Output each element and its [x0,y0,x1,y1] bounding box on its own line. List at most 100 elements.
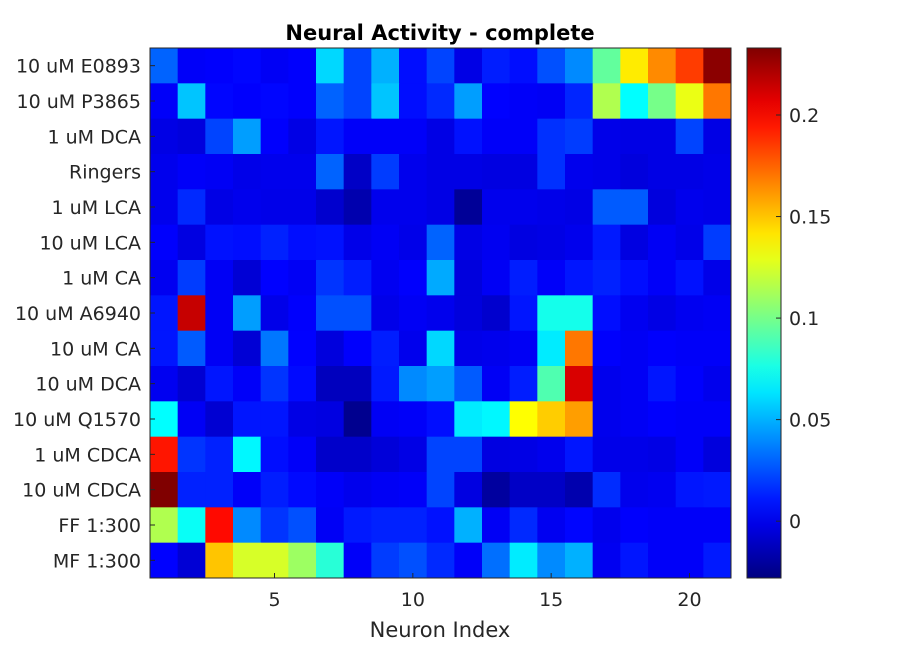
chart-title: Neural Activity - complete [285,21,594,45]
heatmap-cell [454,542,483,579]
colorbar [746,47,782,579]
heatmap-cell [454,224,483,261]
heatmap-cell [537,154,566,190]
heatmap-cell [316,542,345,579]
heatmap-cell [260,118,289,155]
heatmap-cell [288,154,317,190]
heatmap-cell [454,472,483,508]
heatmap-cell [482,507,511,544]
heatmap-cell [288,542,317,579]
heatmap-cell [343,189,372,226]
heatmap-cell [316,401,345,438]
heatmap-cell [343,330,372,367]
y-tick-label: 10 uM CA [50,338,141,360]
y-tick-label: 1 uM CA [62,268,141,290]
heatmap-cell [537,472,566,508]
heatmap-cell [509,330,538,367]
heatmap-cell [316,507,345,544]
heatmap-cell [565,472,594,508]
x-tick-label: 20 [677,589,701,611]
heatmap-cell [482,295,511,332]
heatmap-cell [509,401,538,438]
heatmap-cell [343,542,372,579]
heatmap-cell [592,224,621,261]
heatmap-cell [233,83,262,120]
heatmap-cell [316,472,345,508]
heatmap-cell [620,507,649,544]
heatmap-cell [620,189,649,226]
heatmap-cell [675,542,704,579]
heatmap-cell [703,118,732,155]
heatmap-cell [592,330,621,367]
heatmap-cell [620,436,649,473]
heatmap-cell [537,366,566,402]
heatmap-cell [316,154,345,190]
heatmap-cell [675,472,704,508]
heatmap-cell [565,48,594,84]
heatmap-cell [399,507,428,544]
heatmap-cell [343,83,372,120]
heatmap-cell [482,436,511,473]
heatmap-cell [260,542,289,579]
heatmap-cell [620,260,649,296]
heatmap-cell [371,48,400,84]
colorbar-tick-label: 0.1 [789,308,819,330]
x-tick-label: 15 [539,589,563,611]
heatmap-cell [205,507,234,544]
y-tick-labels: 10 uM E0893 10 uM P3865 1 uM DCA Ringers 1 u… [13,56,155,572]
heatmap-cell [426,224,455,261]
y-tick-label: 10 uM P3865 [16,91,141,113]
heatmap-cell [343,48,372,84]
heatmap-cell [537,436,566,473]
heatmap-cell [454,366,483,402]
heatmap-cell [703,48,732,84]
heatmap-cell [260,154,289,190]
heatmap-cell [426,189,455,226]
heatmap-cell [482,154,511,190]
heatmap-cell [482,48,511,84]
heatmap-cell [537,295,566,332]
heatmap-cell [343,507,372,544]
heatmap-cell [592,295,621,332]
heatmap-cell [592,83,621,120]
heatmap-cell [343,472,372,508]
colorbar-tick-label: 0.05 [789,410,831,432]
heatmap-cell [509,224,538,261]
heatmap-cell [288,366,317,402]
heatmap-cell [620,472,649,508]
heatmap-cell [426,472,455,508]
heatmap-cell [565,542,594,579]
heatmap-cell [675,436,704,473]
heatmap-cell [675,366,704,402]
y-tick-label: 1 uM CDCA [34,444,141,466]
heatmap-cell [399,436,428,473]
heatmap-cell [205,330,234,367]
heatmap-cell [454,48,483,84]
heatmap-cell [316,436,345,473]
heatmap-cell [454,118,483,155]
y-tick-label: 10 uM DCA [35,374,141,396]
heatmap-cell [260,507,289,544]
heatmap-cell [371,260,400,296]
heatmap-cell [260,83,289,120]
heatmap-cell [592,118,621,155]
heatmap-cell [675,118,704,155]
heatmap-cell [399,260,428,296]
heatmap-cell [177,83,206,120]
heatmap-cell [288,436,317,473]
heatmap-cell [426,48,455,84]
heatmap-cell [288,330,317,367]
heatmap-cell [205,260,234,296]
heatmap-cell [177,295,206,332]
heatmap-cell [703,154,732,190]
heatmap-cell [316,83,345,120]
heatmap-cell [260,260,289,296]
heatmap-cell [703,260,732,296]
heatmap-cell [565,154,594,190]
heatmap-cell [509,189,538,226]
heatmap-cell [482,118,511,155]
heatmap-cell [648,118,677,155]
heatmap-cell [343,260,372,296]
heatmap-cell [648,260,677,296]
heatmap-cell [343,436,372,473]
